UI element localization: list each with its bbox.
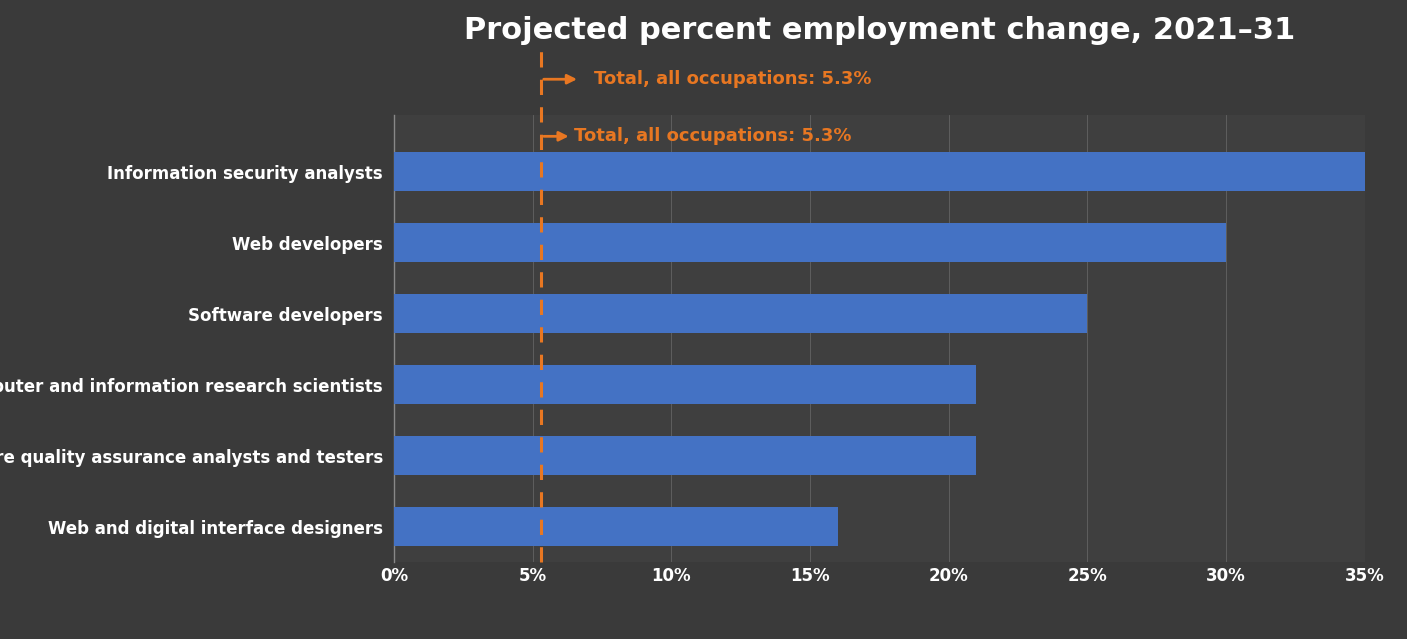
Title: Projected percent employment change, 2021–31: Projected percent employment change, 202… (464, 15, 1294, 45)
Bar (394, 366, 976, 404)
Bar (394, 436, 976, 475)
Bar (394, 507, 837, 546)
Bar (394, 152, 1365, 191)
Text: Total, all occupations: 5.3%: Total, all occupations: 5.3% (543, 127, 851, 145)
Text: Total, all occupations: 5.3%: Total, all occupations: 5.3% (594, 70, 872, 88)
Bar (394, 223, 1225, 263)
Bar (394, 295, 1088, 334)
